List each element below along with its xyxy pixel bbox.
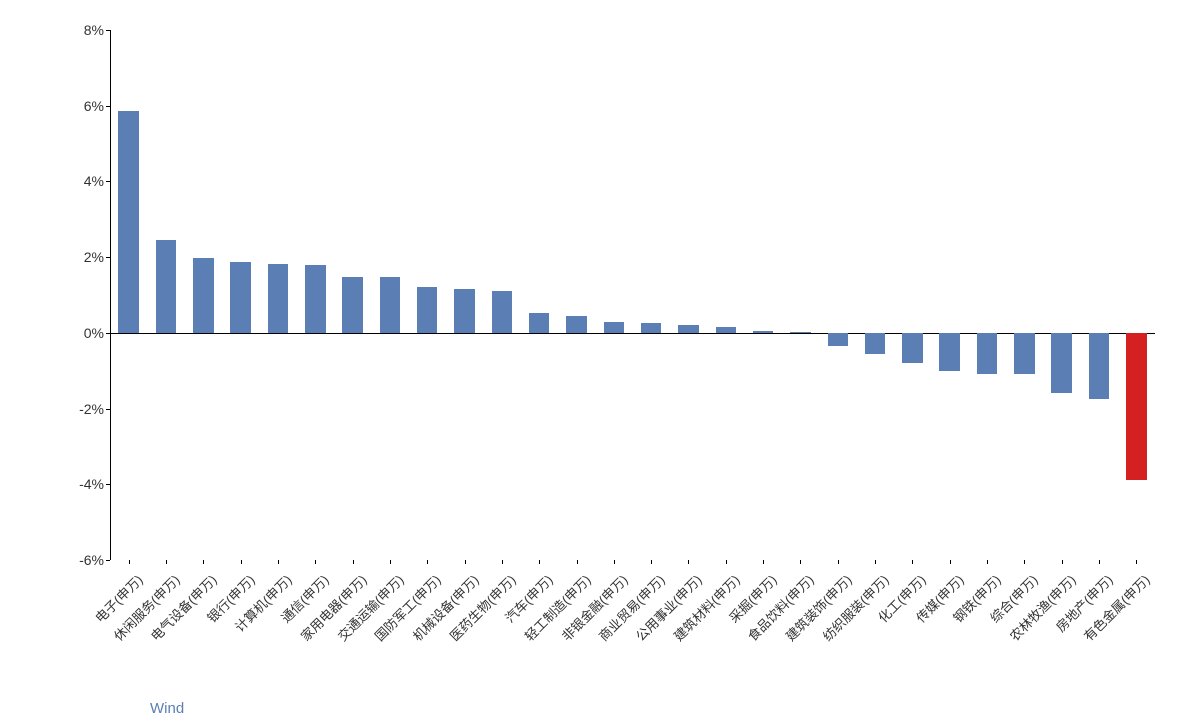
x-tick (203, 560, 204, 564)
chart-bar (492, 291, 513, 333)
chart-bar (828, 333, 849, 346)
x-tick (1136, 560, 1137, 564)
chart-bar (305, 265, 326, 333)
plot-area: -6%-4%-2%0%2%4%6%8%电子(申万)休闲服务(申万)电气设备(申万… (110, 30, 1155, 560)
chart-bar (156, 240, 177, 333)
x-tick (502, 560, 503, 564)
chart-bar (939, 333, 960, 371)
chart-bar (1014, 333, 1035, 375)
chart-bar (342, 277, 363, 333)
x-tick (726, 560, 727, 564)
chart-bar (865, 333, 886, 354)
y-axis-tick-label: 4% (84, 173, 110, 189)
x-tick (353, 560, 354, 564)
x-tick (763, 560, 764, 564)
chart-bar (529, 313, 550, 333)
chart-bar (678, 325, 699, 333)
chart-bar (716, 327, 737, 333)
x-tick (241, 560, 242, 564)
x-tick (1099, 560, 1100, 564)
chart-bar (1126, 333, 1147, 481)
x-tick (166, 560, 167, 564)
chart-bar (193, 258, 214, 333)
chart-bar (380, 277, 401, 333)
x-tick (539, 560, 540, 564)
chart-bar (641, 323, 662, 332)
x-tick (129, 560, 130, 564)
chart-bar (902, 333, 923, 363)
chart-bar (1051, 333, 1072, 394)
chart-bar (790, 332, 811, 333)
y-axis-tick-label: 8% (84, 22, 110, 38)
chart-bar (268, 264, 289, 333)
y-axis-tick-label: -4% (79, 476, 110, 492)
x-tick (800, 560, 801, 564)
x-tick (427, 560, 428, 564)
x-tick (875, 560, 876, 564)
chart-bar (1089, 333, 1110, 399)
chart-container: -6%-4%-2%0%2%4%6%8%电子(申万)休闲服务(申万)电气设备(申万… (0, 0, 1191, 725)
y-axis-tick-label: 2% (84, 249, 110, 265)
source-label: Wind (150, 700, 184, 717)
x-tick (838, 560, 839, 564)
x-axis-line (110, 333, 1155, 334)
x-tick (688, 560, 689, 564)
chart-bar (604, 322, 625, 333)
chart-bar (566, 316, 587, 333)
x-tick (315, 560, 316, 564)
x-tick (912, 560, 913, 564)
x-tick (950, 560, 951, 564)
x-tick (577, 560, 578, 564)
chart-bar (118, 111, 139, 332)
y-axis-tick-label: -6% (79, 552, 110, 568)
x-tick (614, 560, 615, 564)
x-tick (651, 560, 652, 564)
x-tick (278, 560, 279, 564)
chart-bar (417, 287, 438, 333)
x-tick (987, 560, 988, 564)
x-tick (1062, 560, 1063, 564)
y-axis-tick-label: 6% (84, 98, 110, 114)
y-axis-line (110, 30, 111, 560)
x-tick (390, 560, 391, 564)
x-tick (1024, 560, 1025, 564)
chart-bar (753, 331, 774, 333)
chart-bar (977, 333, 998, 374)
x-tick (465, 560, 466, 564)
y-axis-tick-label: -2% (79, 401, 110, 417)
chart-bar (454, 289, 475, 333)
y-axis-tick-label: 0% (84, 325, 110, 341)
chart-bar (230, 262, 251, 333)
